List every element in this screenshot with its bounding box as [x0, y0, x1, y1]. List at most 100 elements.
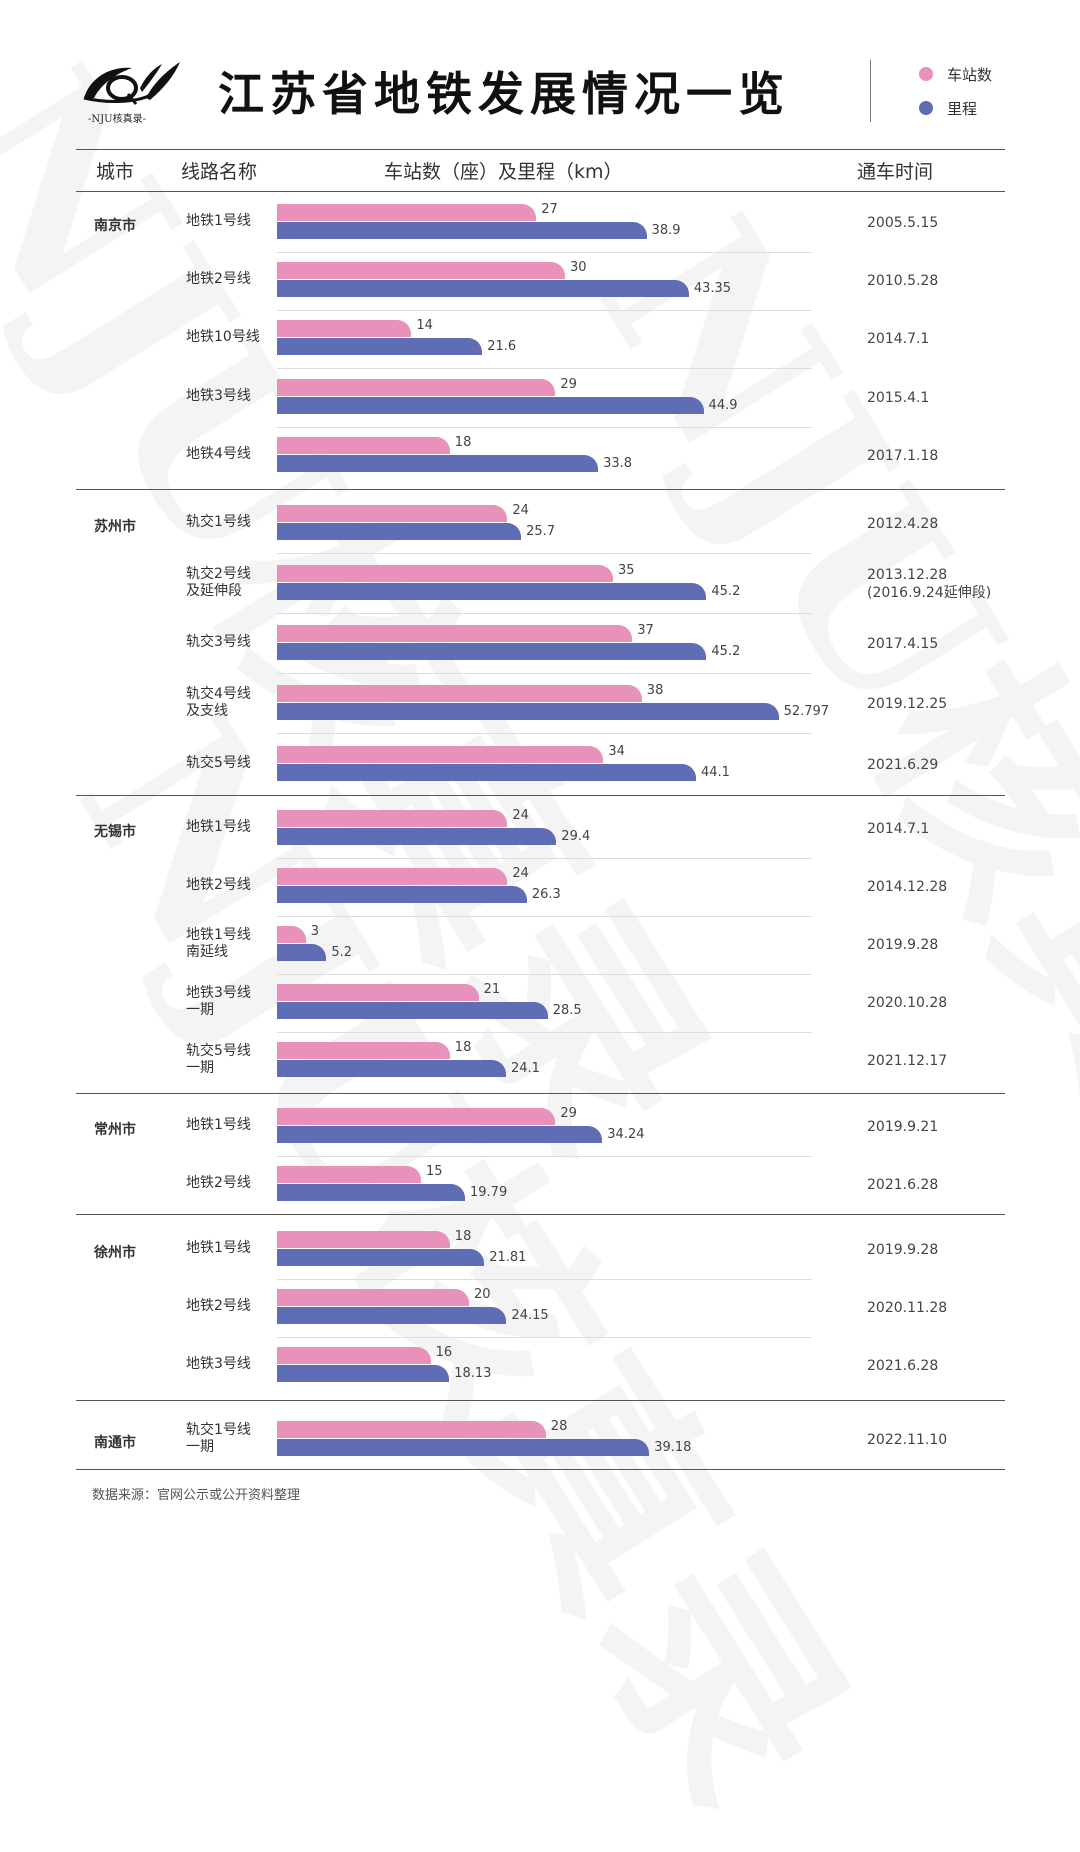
open-date: 2020.11.28 — [867, 1300, 948, 1316]
bar-km — [277, 1184, 465, 1201]
open-date: 2019.12.25 — [867, 696, 948, 712]
legend-km-swatch — [919, 101, 933, 115]
group-rule — [76, 1469, 1005, 1470]
value-label-stations: 34 — [608, 744, 625, 759]
value-label-stations: 24 — [512, 503, 529, 518]
line-name: 地铁3号线 — [186, 984, 251, 1001]
line-name: 地铁2号线 — [186, 877, 251, 893]
group-rule — [76, 1214, 1005, 1215]
value-label-stations: 15 — [426, 1164, 443, 1179]
nju-logo-icon — [83, 62, 180, 105]
line-name: 地铁1号线 — [186, 926, 251, 943]
bar-stations — [277, 746, 604, 763]
value-label-km: 43.35 — [693, 281, 732, 296]
value-label-km: 25.7 — [526, 524, 556, 539]
value-label-stations: 18 — [454, 1040, 472, 1055]
line-name: 地铁10号线 — [186, 329, 260, 345]
bar-stations — [277, 204, 537, 221]
value-label-km: 44.9 — [708, 398, 738, 413]
open-date: 2021.6.29 — [867, 757, 939, 773]
line-name: 地铁2号线 — [186, 271, 251, 287]
data-source: 数据来源：官网公示或公开资料整理 — [92, 1488, 301, 1503]
value-label-km: 52.797 — [783, 704, 830, 719]
bar-km — [277, 455, 599, 472]
bar-km — [277, 944, 327, 961]
value-label-stations: 29 — [560, 1106, 577, 1121]
open-date: 2012.4.28 — [867, 516, 939, 532]
bar-km — [277, 764, 696, 781]
open-date: 2019.9.21 — [867, 1119, 939, 1135]
row-separator — [277, 733, 812, 734]
bar-km — [277, 1249, 485, 1266]
value-label-km: 34.24 — [607, 1127, 645, 1142]
row-separator — [277, 1032, 812, 1033]
row-separator — [277, 673, 812, 674]
value-label-km: 44.1 — [700, 765, 730, 780]
bar-km — [277, 583, 707, 600]
legend-km-label: 里程 — [947, 100, 978, 118]
group-rule — [76, 795, 1005, 796]
line-name: 地铁1号线 — [186, 1240, 251, 1256]
city-label: 苏州市 — [94, 519, 136, 535]
open-date: 2021.6.28 — [867, 1177, 939, 1193]
open-date: 2021.12.17 — [867, 1053, 948, 1069]
open-date: 2014.7.1 — [867, 331, 930, 347]
row-separator — [277, 974, 812, 975]
bar-km — [277, 1439, 650, 1456]
bar-km — [277, 1060, 506, 1077]
divider — [870, 60, 871, 122]
bar-km — [277, 1365, 450, 1382]
city-label: 南京市 — [94, 218, 136, 234]
column-header-date: 通车时间 — [857, 161, 934, 183]
header-top-rule — [76, 149, 1005, 150]
bar-stations — [277, 262, 565, 279]
column-header-bars: 车站数（座）及里程（km） — [384, 161, 623, 183]
bar-stations — [277, 685, 642, 702]
line-name: 及支线 — [186, 702, 228, 719]
value-label-km: 38.9 — [651, 223, 681, 238]
bar-km — [277, 338, 483, 355]
bar-km — [277, 1002, 548, 1019]
bar-km — [277, 643, 707, 660]
line-name: 及延伸段 — [186, 582, 242, 599]
value-label-stations: 20 — [474, 1287, 491, 1302]
bar-stations — [277, 379, 556, 396]
bar-km — [277, 703, 779, 720]
line-name: 地铁4号线 — [186, 446, 251, 462]
open-date: 2005.5.15 — [867, 215, 939, 231]
legend-stations-label: 车站数 — [947, 66, 993, 84]
open-date: 2022.11.10 — [867, 1432, 948, 1448]
bar-stations — [277, 437, 450, 454]
row-separator — [277, 858, 812, 859]
city-label: 无锡市 — [94, 824, 136, 840]
value-label-stations: 21 — [483, 982, 501, 997]
bar-km — [277, 1126, 603, 1143]
row-separator — [277, 613, 812, 614]
line-name: 轨交4号线 — [186, 685, 251, 702]
logo-caption: -NJU核真录- — [88, 114, 146, 125]
bar-stations — [277, 1166, 421, 1183]
value-label-km: 21.6 — [487, 339, 517, 354]
bar-stations — [277, 1042, 450, 1059]
bar-stations — [277, 810, 508, 827]
value-label-km: 24.15 — [511, 1308, 549, 1323]
bar-km — [277, 1307, 507, 1324]
city-label: 徐州市 — [94, 1245, 136, 1261]
open-date: 2017.4.15 — [867, 636, 939, 652]
value-label-km: 39.18 — [654, 1440, 692, 1455]
value-label-km: 33.8 — [603, 456, 633, 471]
row-separator — [277, 1337, 812, 1338]
value-label-stations: 29 — [560, 377, 577, 392]
open-date: 2020.10.28 — [867, 995, 948, 1011]
line-name: 轨交3号线 — [186, 634, 251, 650]
row-separator — [277, 427, 812, 428]
line-name: 轨交5号线 — [186, 1042, 251, 1059]
line-name: 轨交1号线 — [186, 1421, 251, 1438]
value-label-km: 45.2 — [711, 644, 741, 659]
column-header-city: 城市 — [96, 161, 135, 183]
line-name: 地铁3号线 — [186, 1356, 251, 1372]
value-label-stations: 18 — [454, 435, 472, 450]
value-label-km: 18.13 — [454, 1366, 492, 1381]
line-name: 一期 — [186, 1438, 214, 1455]
row-separator — [277, 1279, 812, 1280]
